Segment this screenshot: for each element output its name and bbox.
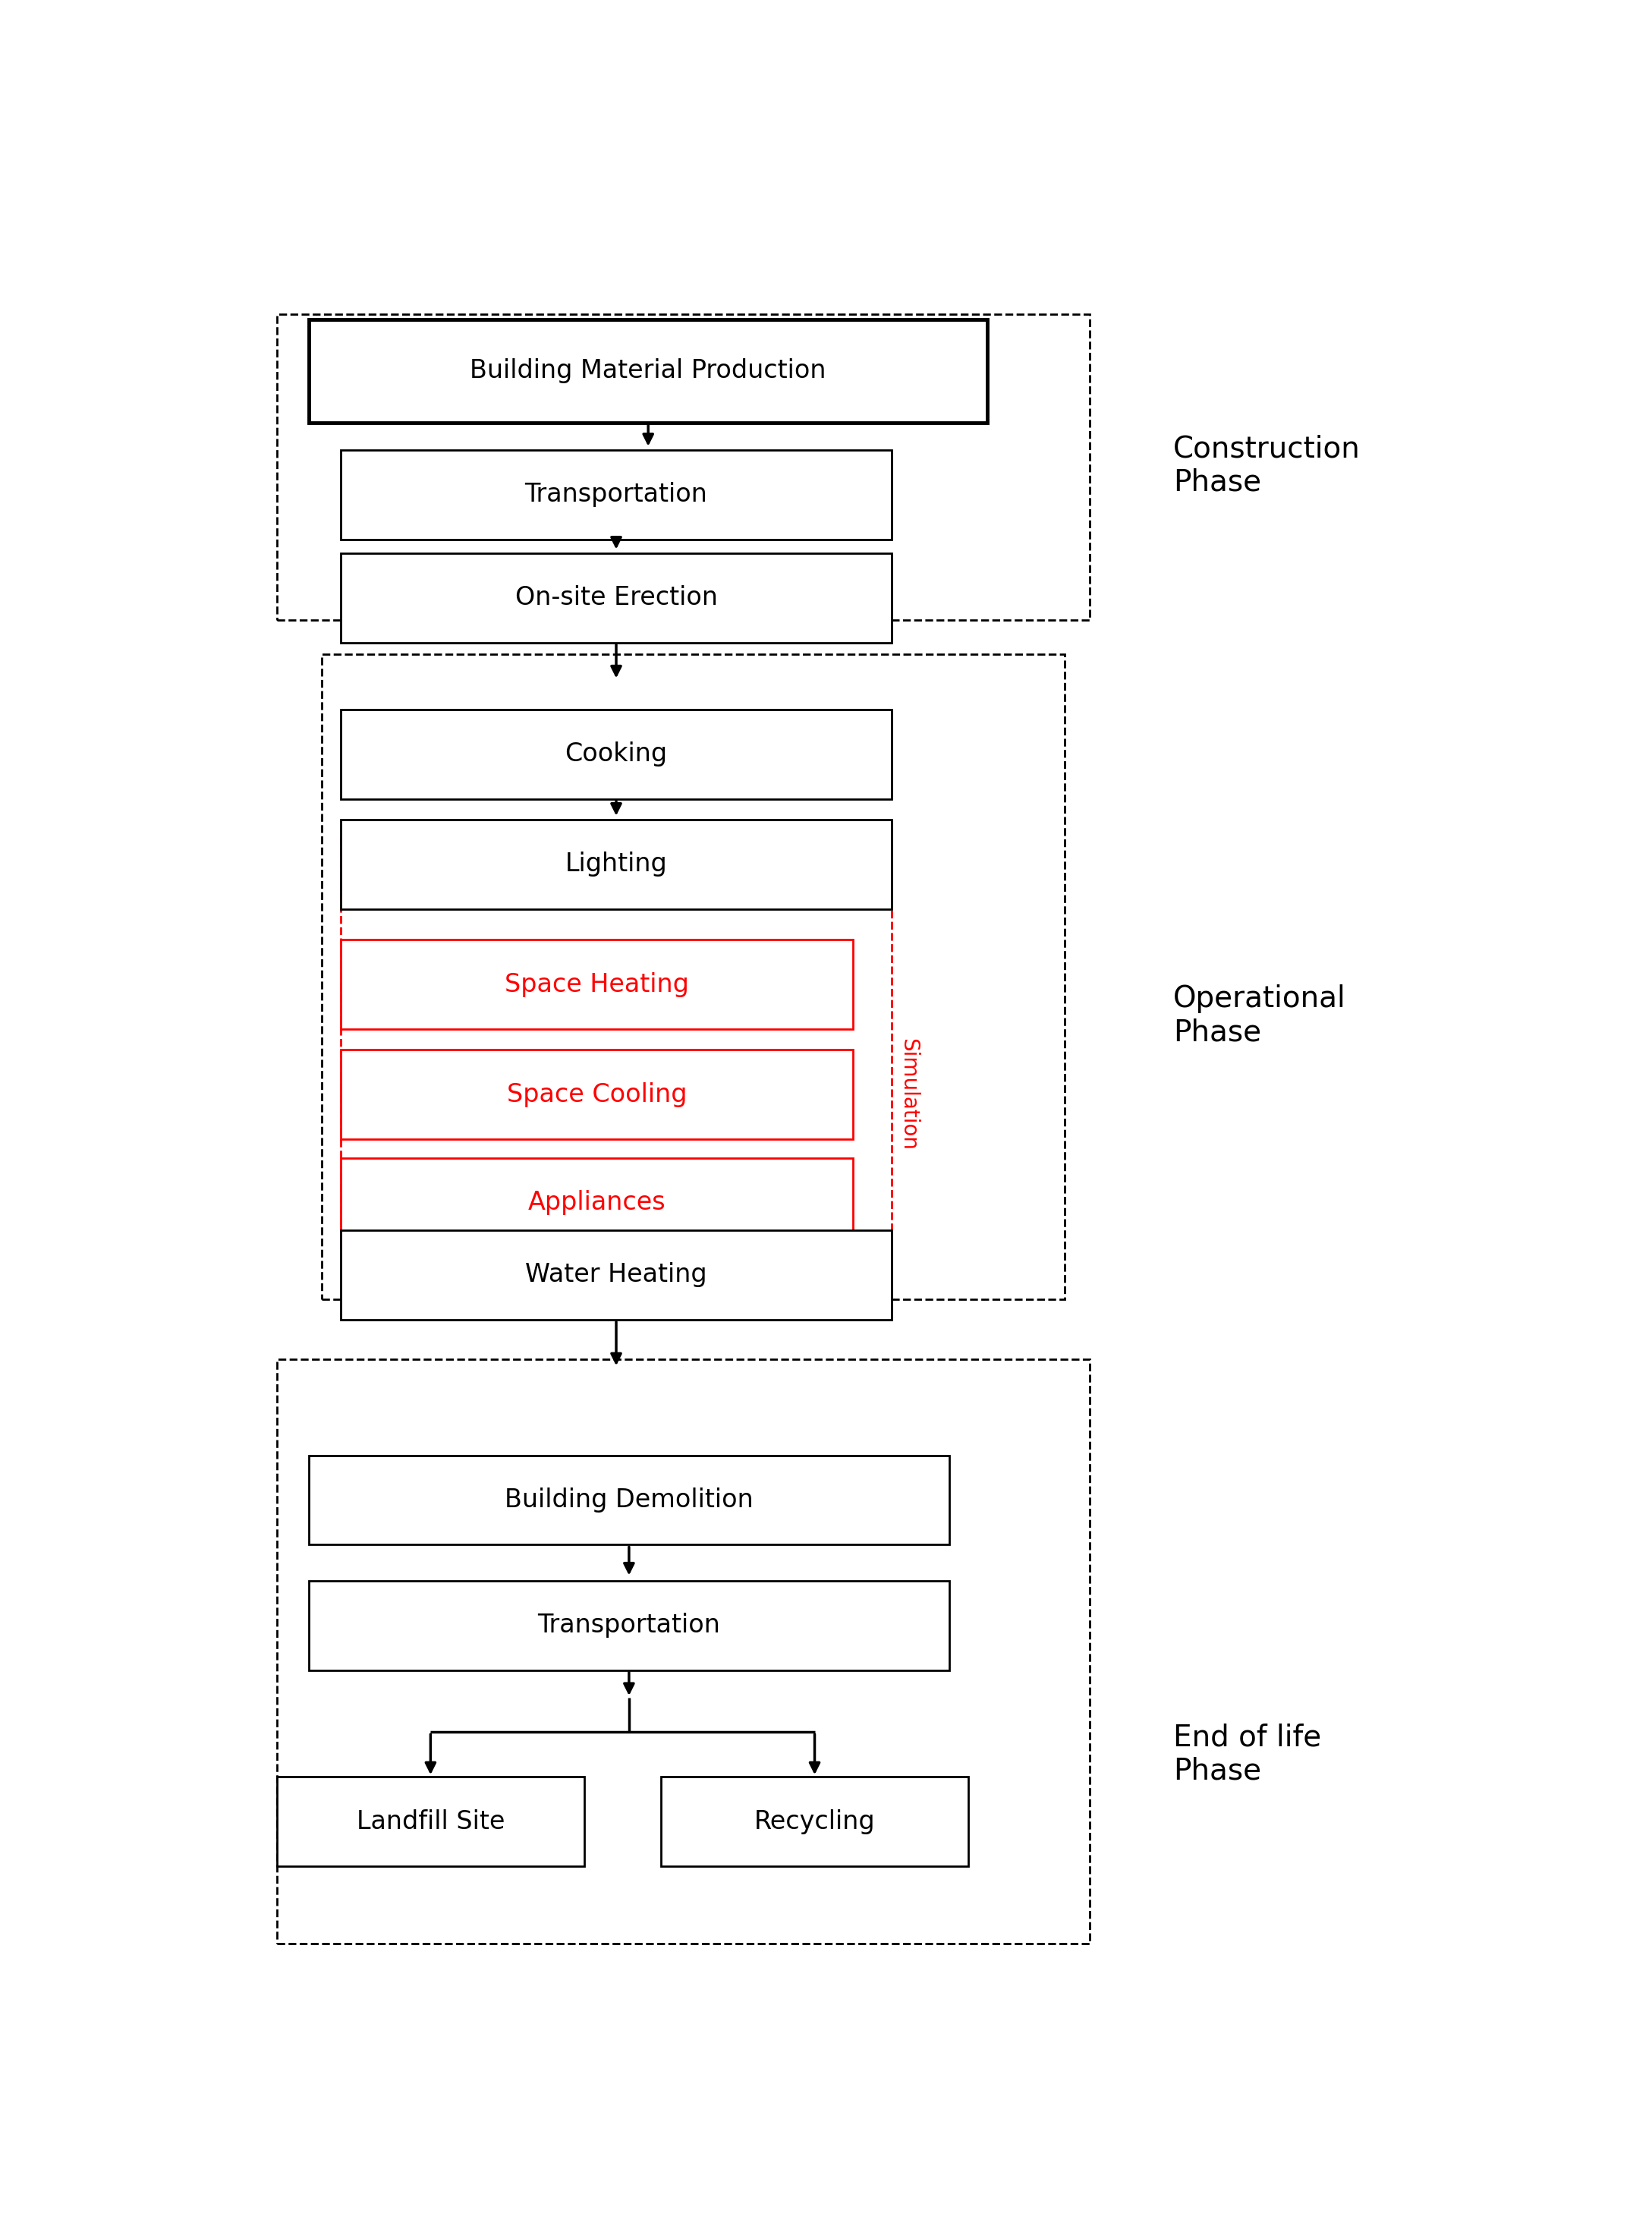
Text: On-site Erection: On-site Erection [515, 585, 717, 609]
Bar [340, 1049, 852, 1138]
Bar [278, 1359, 1090, 1944]
Bar [309, 319, 988, 422]
Bar [340, 1230, 892, 1319]
Text: Construction
Phase: Construction Phase [1173, 435, 1360, 496]
Bar [661, 1777, 968, 1866]
Bar [278, 315, 1090, 620]
Text: Water Heating: Water Heating [525, 1263, 707, 1288]
Bar [309, 1455, 948, 1545]
Text: Space Cooling: Space Cooling [507, 1083, 687, 1107]
Text: Building Material Production: Building Material Production [471, 359, 826, 384]
Text: End of life
Phase: End of life Phase [1173, 1723, 1322, 1786]
Bar [340, 451, 892, 540]
Text: Operational
Phase: Operational Phase [1173, 984, 1346, 1047]
Text: Transportation: Transportation [537, 1614, 720, 1638]
Bar [322, 654, 1064, 1299]
Bar [340, 819, 892, 908]
Text: Simulation: Simulation [897, 1038, 919, 1152]
Bar [340, 554, 892, 643]
Bar [340, 940, 852, 1029]
Text: Space Heating: Space Heating [506, 971, 689, 998]
Bar [340, 710, 892, 799]
Bar [309, 1580, 948, 1670]
Text: Appliances: Appliances [529, 1190, 666, 1214]
Text: Cooking: Cooking [565, 741, 667, 768]
Bar [340, 835, 892, 1239]
Bar [340, 1158, 852, 1248]
Text: Transportation: Transportation [525, 482, 707, 507]
Text: Recycling: Recycling [753, 1808, 876, 1835]
Bar [278, 1777, 585, 1866]
Text: Building Demolition: Building Demolition [504, 1487, 753, 1513]
Text: Landfill Site: Landfill Site [357, 1808, 504, 1835]
Text: Lighting: Lighting [565, 853, 667, 877]
